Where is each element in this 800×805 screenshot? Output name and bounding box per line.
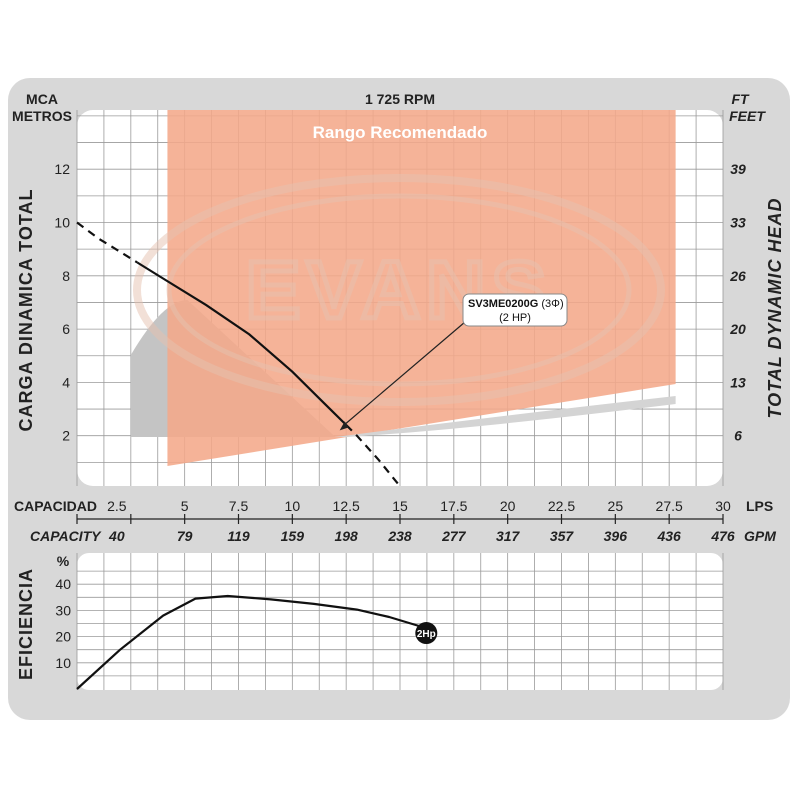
right-tick-label: 13 — [730, 374, 746, 390]
annotation-box — [462, 293, 568, 327]
x-tick-gpm: 40 — [108, 528, 125, 544]
left-tick-label: 12 — [54, 161, 70, 177]
x-tick-lps: 5 — [181, 498, 189, 514]
left-tick-label: 4 — [62, 374, 70, 390]
x-tick-lps: 2.5 — [107, 498, 127, 514]
x-axis-gpm-unit: GPM — [744, 528, 776, 544]
efficiency-curve-group: 2Hp — [76, 594, 438, 690]
right-tick-label: 26 — [729, 268, 746, 284]
left-tick-label: 2 — [62, 428, 70, 444]
right-tick-label: 33 — [730, 215, 746, 231]
head-curve-group — [76, 221, 401, 487]
left-tick-label: 8 — [62, 268, 70, 284]
x-tick-lps: 10 — [285, 498, 301, 514]
efficiency-grid — [76, 553, 724, 690]
right-unit-top: FT — [731, 91, 750, 107]
x-tick-gpm: 198 — [334, 528, 358, 544]
annotation-arrow-icon — [339, 421, 349, 431]
left-tick-label: 6 — [62, 321, 70, 337]
model-annotation: SV3ME0200G (3Φ) (2 HP) — [339, 293, 568, 431]
recommended-range-label: Rango Recomendado — [313, 123, 488, 142]
x-axis-gpm-title: CAPACITY — [30, 528, 102, 544]
x-tick-gpm: 238 — [387, 528, 412, 544]
efficiency-tick-label: 20 — [55, 629, 71, 645]
left-tick-labels: 2 4 6 8 10 12 — [54, 161, 70, 444]
left-unit-bottom: METROS — [12, 108, 72, 124]
x-tick-lps: 7.5 — [229, 498, 249, 514]
right-unit-bottom: FEET — [729, 108, 766, 124]
head-curve-dashed-right — [345, 424, 401, 487]
annotation-power: (2 HP) — [499, 312, 531, 324]
x-tick-gpm: 159 — [281, 528, 305, 544]
x-axis-lps-unit: LPS — [746, 498, 773, 514]
x-tick-gpm: 277 — [441, 528, 467, 544]
annotation-phase: (3Φ) — [538, 298, 563, 310]
x-axis-lps-title: CAPACIDAD — [14, 498, 97, 514]
x-tick-lps: 20 — [500, 498, 516, 514]
x-axis-ticks: 2.5 5 7.5 10 12.5 15 17.5 20 22.5 25 27.5 30 40 79 119… — [76, 498, 735, 544]
efficiency-unit: % — [57, 553, 70, 569]
left-unit-top: MCA — [26, 91, 58, 107]
x-tick-gpm: 396 — [604, 528, 628, 544]
chart-title: 1 725 RPM — [365, 91, 435, 107]
efficiency-badge-label: 2Hp — [417, 629, 436, 640]
head-curve-dashed-left — [76, 221, 138, 264]
left-axis-title: CARGA DINAMICA TOTAL — [16, 189, 36, 432]
efficiency-tick-label: 40 — [55, 576, 71, 592]
efficiency-axis-title: EFICIENCIA — [16, 568, 36, 680]
head-curve-solid — [136, 261, 347, 426]
x-tick-lps: 25 — [608, 498, 624, 514]
annotation-leader — [343, 321, 466, 426]
x-tick-gpm: 317 — [496, 528, 521, 544]
recommended-range-shadow-right — [335, 396, 676, 437]
x-tick-gpm: 436 — [656, 528, 681, 544]
efficiency-tick-label: 10 — [55, 655, 71, 671]
x-tick-gpm: 357 — [550, 528, 575, 544]
x-tick-lps: 12.5 — [333, 498, 360, 514]
right-tick-labels: 6 13 20 26 33 39 — [729, 161, 746, 444]
efficiency-badge — [415, 622, 438, 645]
right-tick-label: 39 — [730, 161, 746, 177]
annotation-model-text: SV3ME0200G (3Φ) — [468, 298, 564, 310]
x-tick-gpm: 79 — [177, 528, 193, 544]
efficiency-tick-labels: 10 20 30 40 — [55, 576, 71, 671]
x-tick-gpm: 476 — [710, 528, 735, 544]
right-tick-label: 6 — [734, 428, 742, 444]
right-tick-label: 20 — [729, 321, 746, 337]
x-tick-lps: 30 — [715, 498, 731, 514]
x-tick-lps: 22.5 — [548, 498, 575, 514]
annotation-model: SV3ME0200G — [468, 298, 538, 310]
right-axis-title: TOTAL DYNAMIC HEAD — [765, 197, 785, 418]
x-tick-lps: 15 — [392, 498, 408, 514]
x-tick-gpm: 119 — [227, 528, 250, 544]
efficiency-curve — [76, 594, 433, 690]
efficiency-tick-label: 30 — [55, 602, 71, 618]
x-tick-lps: 27.5 — [656, 498, 683, 514]
x-tick-lps: 17.5 — [440, 498, 467, 514]
left-tick-label: 10 — [54, 215, 70, 231]
